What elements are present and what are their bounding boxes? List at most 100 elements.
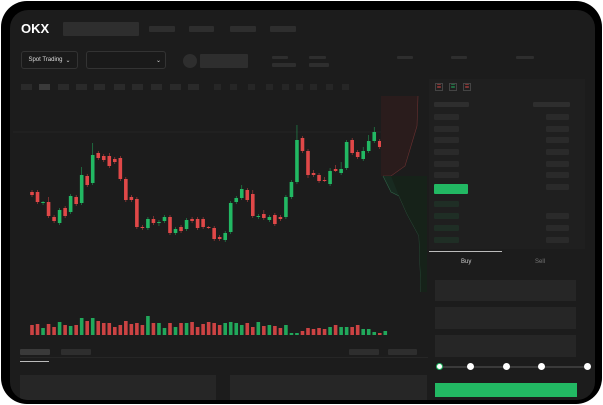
total-input[interactable]	[435, 335, 576, 357]
app-screen: OKX Spot Trading ⌄ ⌄ ☰ ☰ ☰ Buy Sell	[10, 10, 595, 400]
candle-body	[74, 197, 78, 204]
volume-bar	[179, 323, 183, 335]
candle-body	[41, 202, 45, 203]
search-placeholder[interactable]	[63, 22, 139, 36]
volume-bar	[184, 323, 189, 335]
active-tab-indicator	[20, 361, 49, 362]
pair-selector[interactable]: ⌄	[86, 51, 166, 69]
volume-bar	[366, 329, 371, 335]
slider-stop[interactable]	[584, 363, 591, 370]
bid-price	[434, 201, 459, 207]
slider-stop[interactable]	[467, 363, 474, 370]
candle-body	[377, 141, 382, 147]
timeframe-button[interactable]	[94, 84, 105, 90]
candle-body	[217, 237, 222, 239]
bid-price	[434, 237, 459, 243]
chart-tool-icon[interactable]	[310, 84, 317, 90]
active-tab-indicator	[429, 251, 502, 252]
stat-label	[309, 56, 326, 59]
timeframe-button[interactable]	[132, 84, 143, 90]
chart-tool-icon[interactable]	[282, 84, 289, 90]
chart-tool-icon[interactable]	[326, 84, 333, 90]
nav-item[interactable]	[230, 26, 256, 32]
bid-size	[546, 237, 569, 243]
candle-body	[107, 156, 112, 166]
timeframe-button[interactable]	[151, 84, 162, 90]
tab-buy[interactable]: Buy	[461, 259, 472, 265]
ask-price	[434, 137, 459, 143]
divider	[20, 357, 428, 358]
candle-body	[118, 158, 123, 179]
chart-tool-icon[interactable]	[266, 84, 273, 90]
amount-slider[interactable]	[436, 363, 591, 370]
nav-item[interactable]	[270, 26, 296, 32]
chart-tool-icon[interactable]	[248, 84, 255, 90]
chart-tool-icon[interactable]	[214, 84, 221, 90]
buy-button[interactable]	[435, 383, 577, 397]
candle-body	[129, 197, 134, 200]
timeframe-button[interactable]	[58, 84, 69, 90]
volume-bar	[278, 328, 283, 335]
okx-logo[interactable]: OKX	[21, 21, 50, 36]
tab-order-history[interactable]	[61, 349, 91, 355]
candlestick-chart[interactable]	[13, 96, 423, 336]
price-placeholder	[200, 54, 248, 68]
candle-body	[90, 155, 95, 183]
volume-bar	[129, 324, 134, 335]
volume-bar	[190, 322, 194, 335]
candle-body	[85, 176, 89, 185]
filter-button[interactable]	[388, 349, 417, 355]
order-book-both-icon[interactable]: ☰	[435, 83, 443, 91]
order-book-bids-icon[interactable]: ☰	[449, 83, 457, 91]
slider-stop[interactable]	[538, 363, 545, 370]
orders-card	[20, 375, 216, 400]
timeframe-button[interactable]	[114, 84, 125, 90]
candle-body	[63, 208, 67, 216]
tab-open-orders[interactable]	[20, 349, 50, 355]
timeframe-button[interactable]	[39, 84, 50, 90]
candle-body	[162, 217, 167, 221]
candle-body	[344, 142, 349, 168]
ask-price	[434, 172, 459, 178]
filter-button[interactable]	[349, 349, 379, 355]
chart-tool-icon[interactable]	[230, 84, 237, 90]
timeframe-button[interactable]	[76, 84, 87, 90]
volume-bar	[85, 321, 89, 335]
timeframe-button[interactable]	[170, 84, 181, 90]
volume-bar	[35, 324, 40, 335]
candle-body	[184, 220, 189, 229]
price-input[interactable]	[435, 280, 576, 301]
nav-item[interactable]	[189, 26, 214, 32]
candle-body	[168, 217, 172, 233]
ask-price	[434, 161, 459, 167]
volume-bar	[251, 327, 255, 335]
candle-body	[361, 151, 365, 159]
orders-card	[230, 375, 427, 400]
chevron-down-icon: ⌄	[65, 57, 71, 64]
tab-sell[interactable]: Sell	[535, 259, 546, 265]
volume-bar	[295, 333, 299, 335]
volume-bar	[372, 332, 377, 335]
timeframe-button[interactable]	[21, 84, 32, 90]
market-selector[interactable]: Spot Trading ⌄	[21, 51, 78, 69]
volume-bar	[350, 327, 354, 335]
order-book-asks-icon[interactable]: ☰	[463, 83, 471, 91]
chart-tool-icon[interactable]	[296, 84, 303, 90]
stat-value	[272, 63, 296, 67]
volume-bar	[300, 331, 305, 335]
slider-stop[interactable]	[503, 363, 510, 370]
candle-body	[306, 151, 310, 175]
ask-size	[546, 114, 569, 120]
chart-tool-icon[interactable]	[342, 84, 349, 90]
volume-bar	[355, 325, 360, 335]
slider-handle[interactable]	[436, 363, 443, 370]
volume-bar	[339, 327, 343, 335]
candle-body	[284, 197, 288, 217]
volume-bar	[96, 321, 101, 335]
volume-bar	[118, 325, 123, 335]
timeframe-button[interactable]	[188, 84, 199, 90]
amount-input[interactable]	[435, 307, 576, 329]
nav-item[interactable]	[149, 26, 175, 32]
bid-price	[434, 213, 459, 219]
candle-body	[295, 140, 299, 182]
